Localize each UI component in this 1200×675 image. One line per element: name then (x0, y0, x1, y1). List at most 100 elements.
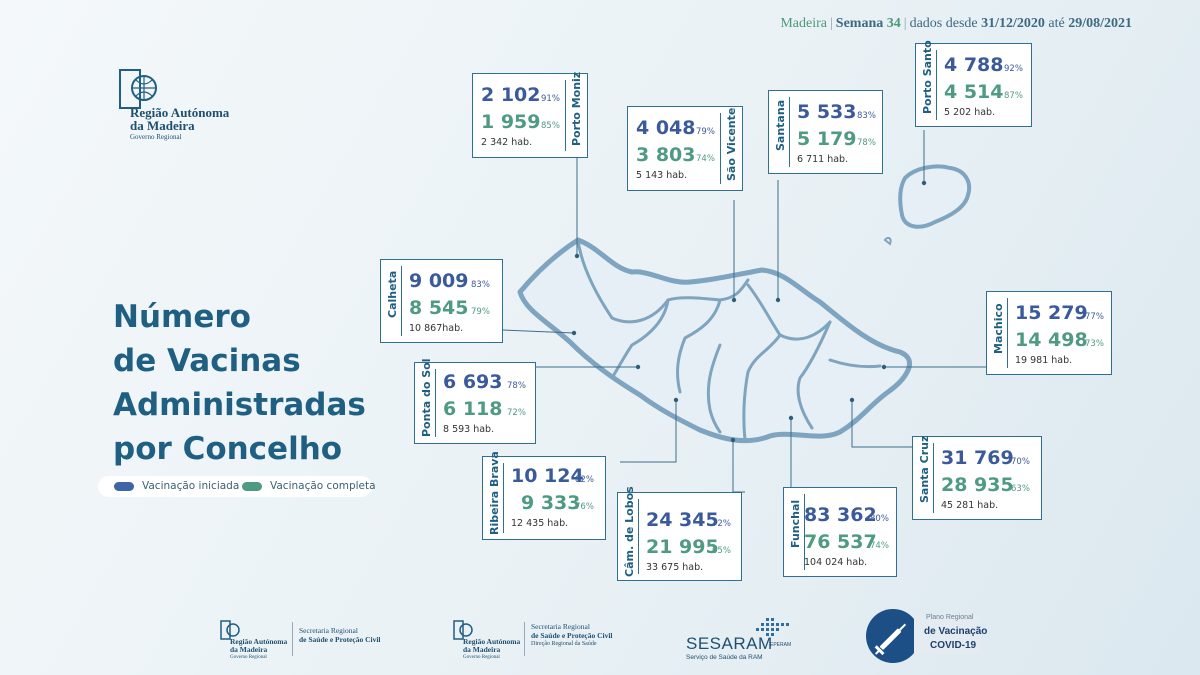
started-value: 24 345 (646, 509, 719, 531)
divider (638, 499, 639, 574)
divider (401, 266, 402, 336)
footer-logo2-line2: da Madeira (463, 645, 501, 654)
complete-pct: 85% (541, 121, 560, 131)
started-value: 83 362 (804, 504, 877, 526)
complete-pct: 65% (712, 546, 731, 556)
divider (435, 369, 436, 437)
started-pct: 72% (712, 519, 731, 529)
municipality-name: Santana (774, 99, 787, 151)
complete-pct: 74% (870, 541, 889, 551)
started-pct: 92% (1004, 64, 1023, 74)
complete-pct: 87% (1004, 91, 1023, 101)
complete-value: 21 995 (646, 536, 719, 558)
complete-pct: 73% (1085, 339, 1104, 349)
divider (565, 80, 566, 151)
population: 45 281 hab. (941, 500, 999, 511)
started-pct: 83% (857, 111, 876, 121)
card-machico: Machico 15 279 77% 14 498 73% 19 981 hab… (986, 291, 1112, 375)
started-value: 6 693 (443, 371, 503, 393)
municipality-name: Porto Santo (921, 40, 934, 114)
plano-line2: de Vacinação (924, 626, 988, 637)
municipality-name: Porto Moniz (570, 71, 583, 146)
card-santana: Santana 5 533 83% 5 179 78% 6 711 hab. (768, 90, 883, 174)
population: 5 143 hab. (636, 170, 688, 181)
complete-value: 3 803 (636, 144, 696, 166)
sesaram-wordmark: SESARAM (686, 634, 773, 653)
municipality-name: Ponta do Sol (420, 358, 433, 437)
legend-started-label: Vacinação iniciada (142, 480, 240, 492)
started-pct: 80% (870, 514, 889, 524)
complete-pct: 63% (1011, 484, 1030, 494)
started-pct: 79% (696, 127, 715, 137)
footer-sec1-line2: de Saúde e Proteção Civil (299, 635, 381, 644)
footer-logo2-line3: Governo Regional (463, 655, 500, 660)
dots-icon (756, 618, 789, 636)
report-header: Madeira | Semana 34 | dados desde 31/12/2020… (780, 16, 1132, 31)
complete-value: 9 333 (521, 492, 581, 514)
complete-value: 5 179 (797, 128, 857, 150)
complete-pct: 72% (507, 408, 526, 418)
population: 104 024 hab. (804, 557, 868, 568)
sesaram-subtitle: Serviço de Saúde da RAM (686, 654, 763, 661)
municipality-name: Ribeira Brava (488, 451, 501, 535)
footer-secretaria-1: Secretaria Regional de Saúde e Proteção … (299, 626, 381, 644)
started-value: 31 769 (941, 447, 1014, 469)
footer-sec2-line1: Secretaria Regional (531, 622, 590, 631)
card-porto-moniz: 2 102 91% 1 959 85% 2 342 hab. Porto Mon… (472, 71, 588, 158)
logo-line-2: da Madeira (130, 118, 195, 133)
madeira-island (517, 237, 913, 444)
population: 10 867hab. (409, 323, 464, 334)
population: 33 675 hab. (646, 562, 704, 573)
until-text: até (1048, 16, 1065, 31)
footer-divider-1 (292, 622, 293, 656)
complete-value: 4 514 (944, 81, 1004, 103)
started-pct: 91% (541, 94, 560, 104)
started-pct: 82% (575, 475, 594, 485)
municipality-name: Funchal (789, 499, 802, 548)
footer-logo1-line1: Região Autónoma (230, 637, 288, 646)
started-value: 9 009 (409, 270, 469, 292)
title-line-2: de Vacinas (113, 343, 301, 379)
card-funchal: Funchal 83 362 80% 76 537 74% 104 024 ha… (783, 487, 897, 577)
porto-santo-island (898, 164, 971, 229)
municipality-name: São Vicente (725, 107, 738, 181)
legend-swatch-complete (242, 482, 262, 491)
week-label: Semana (835, 16, 884, 31)
population: 19 981 hab. (1015, 355, 1073, 366)
population: 8 593 hab. (443, 424, 495, 435)
to-date: 29/08/2021 (1068, 16, 1132, 31)
population: 5 202 hab. (944, 107, 996, 118)
sesaram-epe: EPERAM (770, 642, 792, 648)
footer-sec2-line2: de Saúde e Proteção Civil (531, 631, 613, 640)
footer-sec2-line3: Direção Regional da Saúde (531, 641, 597, 647)
population: 6 711 hab. (797, 154, 849, 165)
started-value: 4 788 (944, 54, 1004, 76)
since-text: dados desde (909, 16, 978, 31)
page-title: Número de Vacinas Administradas por Conc… (113, 295, 366, 471)
started-pct: 78% (507, 381, 526, 391)
logo-line-3: Governo Regional (130, 133, 182, 141)
divider (936, 50, 937, 120)
complete-value: 8 545 (409, 297, 469, 319)
municipality-name: Câm. de Lobos (623, 486, 636, 577)
legend-complete-label: Vacinação completa (270, 480, 376, 492)
card-camara-de-lobos: Câm. de Lobos 24 345 72% 21 995 65% 33 6… (617, 486, 742, 581)
title-line-1: Número (113, 299, 251, 335)
complete-pct: 78% (857, 138, 876, 148)
started-value: 15 279 (1015, 302, 1088, 324)
legend: Vacinação iniciada Vacinação completa (98, 476, 376, 497)
legend-swatch-started (114, 482, 134, 491)
started-value: 2 102 (481, 84, 541, 106)
region-label: Madeira (780, 16, 827, 31)
footer-logo1-line2: da Madeira (230, 645, 268, 654)
complete-value: 28 935 (941, 474, 1014, 496)
started-pct: 83% (471, 280, 490, 290)
complete-value: 76 537 (804, 531, 877, 553)
started-pct: 77% (1085, 312, 1104, 322)
divider (789, 97, 790, 167)
complete-pct: 74% (696, 154, 715, 164)
week-number: 34 (886, 16, 901, 31)
complete-pct: 79% (471, 307, 490, 317)
title-line-4: por Concelho (113, 431, 343, 467)
municipality-name: Calheta (386, 270, 399, 318)
